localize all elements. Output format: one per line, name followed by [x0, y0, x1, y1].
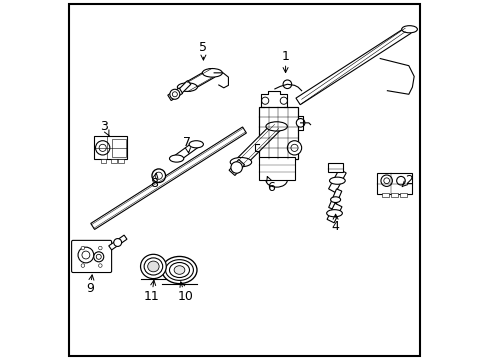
Text: 3: 3 [101, 120, 109, 136]
Ellipse shape [401, 26, 417, 33]
Circle shape [380, 175, 391, 186]
Bar [390, 193, 397, 197]
Ellipse shape [165, 260, 193, 280]
Bar [258, 107, 298, 158]
Bar [94, 136, 126, 159]
Text: 1: 1 [281, 50, 289, 73]
Circle shape [172, 92, 177, 97]
Polygon shape [184, 68, 214, 91]
Circle shape [287, 141, 301, 155]
Circle shape [95, 141, 110, 155]
Text: 7: 7 [183, 136, 191, 153]
Bar [118, 158, 124, 163]
Circle shape [81, 246, 84, 250]
Text: 2: 2 [401, 174, 412, 187]
Circle shape [99, 246, 102, 250]
Text: 10: 10 [177, 282, 193, 303]
Circle shape [114, 239, 122, 247]
Polygon shape [237, 123, 280, 166]
Bar [258, 157, 294, 180]
Circle shape [290, 144, 298, 152]
Text: 8: 8 [150, 173, 158, 190]
Ellipse shape [147, 261, 159, 272]
Ellipse shape [174, 266, 184, 274]
Circle shape [99, 144, 106, 152]
Ellipse shape [330, 197, 340, 203]
Circle shape [254, 145, 259, 151]
Bar [382, 193, 388, 197]
Polygon shape [295, 27, 410, 105]
Ellipse shape [329, 177, 345, 184]
Circle shape [78, 247, 94, 263]
Circle shape [96, 254, 101, 259]
Ellipse shape [189, 141, 203, 148]
Circle shape [81, 264, 84, 267]
Ellipse shape [152, 169, 165, 183]
Circle shape [296, 118, 304, 127]
Polygon shape [328, 189, 341, 210]
Bar [111, 158, 117, 163]
Polygon shape [328, 169, 346, 193]
Circle shape [94, 252, 103, 262]
Bar [328, 163, 342, 172]
Ellipse shape [230, 157, 251, 167]
Ellipse shape [155, 172, 162, 179]
Text: 9: 9 [86, 275, 94, 296]
Ellipse shape [140, 254, 166, 279]
Bar [400, 193, 406, 197]
Ellipse shape [162, 256, 197, 284]
Ellipse shape [144, 258, 163, 275]
Ellipse shape [177, 83, 197, 91]
Circle shape [99, 264, 102, 267]
Bar [112, 139, 125, 157]
Polygon shape [228, 159, 244, 175]
Circle shape [82, 251, 90, 259]
Bar [377, 173, 411, 194]
Text: 4: 4 [331, 214, 339, 233]
Circle shape [230, 162, 242, 173]
Ellipse shape [265, 122, 287, 131]
Polygon shape [108, 235, 127, 250]
Text: 5: 5 [199, 41, 207, 60]
Ellipse shape [169, 155, 183, 162]
Bar [101, 158, 106, 163]
Text: 11: 11 [143, 280, 159, 303]
Text: 6: 6 [266, 176, 275, 194]
Polygon shape [326, 203, 341, 223]
Polygon shape [174, 141, 198, 161]
FancyBboxPatch shape [71, 240, 111, 273]
Polygon shape [167, 88, 182, 100]
Ellipse shape [169, 262, 189, 278]
Ellipse shape [326, 210, 342, 217]
Circle shape [396, 176, 405, 185]
Circle shape [261, 97, 268, 104]
Circle shape [383, 178, 389, 184]
Circle shape [280, 97, 287, 104]
Circle shape [169, 89, 180, 99]
Polygon shape [178, 81, 190, 93]
Polygon shape [91, 127, 246, 229]
Ellipse shape [202, 68, 222, 77]
Circle shape [283, 80, 291, 89]
